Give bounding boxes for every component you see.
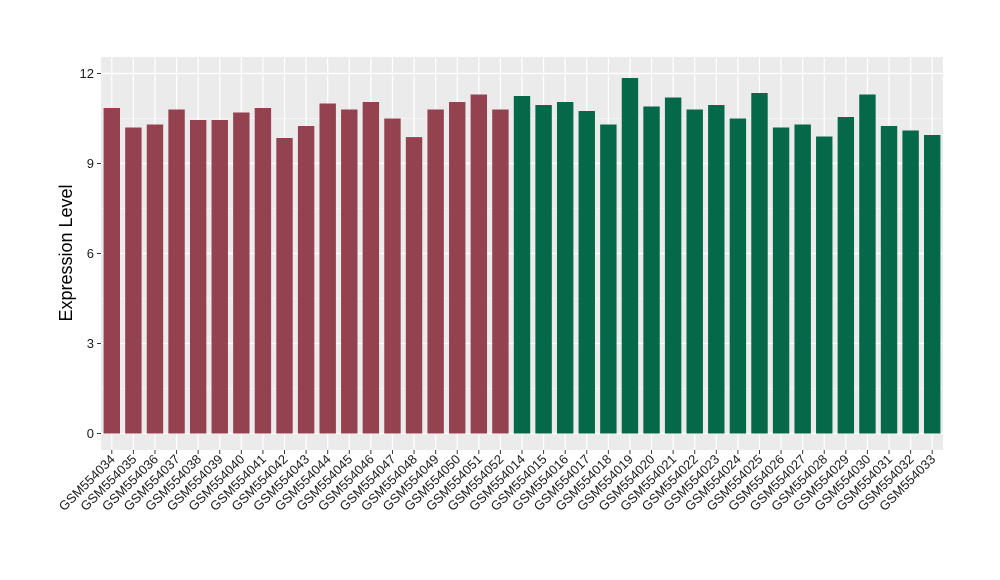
bar-GSM554039: [211, 120, 228, 434]
bar-GSM554020: [643, 106, 660, 434]
bar-GSM554044: [319, 103, 336, 434]
bar-GSM554018: [600, 124, 617, 434]
bar-GSM554034: [103, 108, 120, 434]
bar-GSM554019: [621, 78, 639, 434]
y-tick-label: 0: [87, 426, 94, 441]
bar-GSM554028: [816, 136, 833, 434]
bars: [103, 78, 941, 434]
bar-GSM554036: [146, 124, 164, 434]
bar-GSM554052: [492, 109, 509, 434]
bar-GSM554031: [880, 126, 898, 434]
bar-GSM554016: [556, 102, 574, 434]
bar-GSM554017: [578, 111, 595, 434]
bar-GSM554037: [168, 109, 185, 434]
bar-GSM554047: [384, 118, 401, 434]
bar-GSM554046: [362, 102, 380, 434]
y-tick-label: 3: [87, 336, 94, 351]
bar-GSM554025: [751, 93, 768, 434]
y-tick-label: 6: [87, 246, 94, 261]
bar-GSM554033: [924, 135, 941, 434]
bar-GSM554035: [125, 127, 142, 434]
y-axis: 0 3 6 9 12: [80, 66, 101, 441]
bar-GSM554043: [297, 126, 315, 434]
bar-GSM554051: [470, 94, 488, 434]
bar-GSM554024: [729, 118, 747, 434]
x-axis: GSM554034GSM554035GSM554036GSM554037GSM5…: [56, 450, 938, 514]
bar-GSM554015: [535, 105, 552, 434]
bar-GSM554027: [794, 124, 811, 434]
y-tick-label: 12: [80, 66, 94, 81]
bar-GSM554040: [233, 112, 250, 434]
bar-GSM554023: [708, 105, 725, 434]
y-axis-title: Expression Level: [56, 184, 76, 321]
bar-GSM554022: [686, 109, 703, 434]
bar-GSM554026: [772, 127, 790, 434]
bar-GSM554041: [254, 108, 272, 434]
bar-GSM554014: [513, 96, 531, 434]
bar-GSM554038: [189, 120, 207, 434]
bar-GSM554049: [427, 109, 444, 434]
bar-GSM554050: [449, 102, 466, 434]
bar-GSM554048: [405, 137, 423, 434]
bar-GSM554030: [859, 94, 876, 434]
y-tick-label: 9: [87, 156, 94, 171]
bar-GSM554042: [276, 138, 293, 434]
bar-GSM554032: [902, 130, 919, 434]
bar-GSM554029: [837, 117, 855, 434]
bar-GSM554021: [664, 97, 682, 434]
bar-GSM554045: [341, 109, 358, 434]
